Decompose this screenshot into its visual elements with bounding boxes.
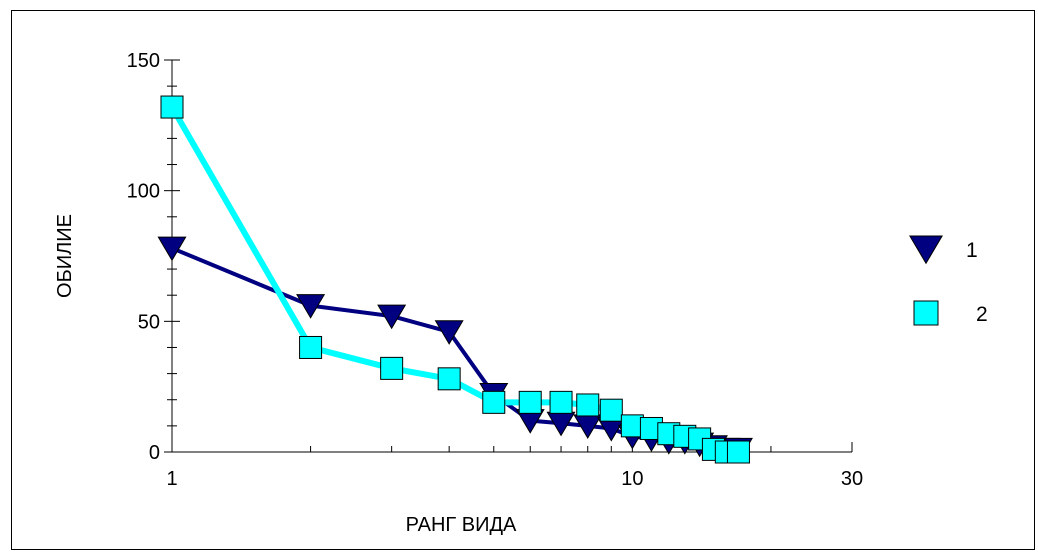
legend-marker-2 (913, 300, 939, 326)
y-tick-label: 50 (138, 311, 160, 333)
series-2-point (726, 440, 750, 464)
series-2-point (299, 335, 323, 359)
y-tick-label: 0 (149, 442, 160, 464)
series-2-point (518, 390, 542, 414)
y-tick-label: 150 (127, 50, 160, 72)
series-2-line (169, 105, 739, 455)
x-axis-title: РАНГ ВИДА (406, 514, 517, 536)
series-2-point (549, 390, 573, 414)
legend-label-1: 1 (966, 239, 978, 262)
series-1-point (434, 320, 464, 345)
axes: 0 50 100 150 1 10 30 (127, 50, 864, 490)
series-1-point (377, 304, 407, 330)
legend: 12 (909, 235, 988, 326)
y-axis-title: ОБИЛИЕ (54, 214, 76, 298)
series-1-point (157, 236, 187, 262)
series-2 (160, 95, 750, 464)
series-2-point (482, 390, 506, 414)
series-1-point (296, 294, 326, 319)
series-2-point (437, 367, 461, 391)
series-2-point (160, 95, 184, 119)
series-2-point (576, 393, 600, 417)
x-tick-label: 10 (621, 468, 643, 490)
legend-label-2: 2 (976, 303, 988, 326)
y-tick-label: 100 (127, 181, 160, 203)
x-tick-label: 30 (841, 468, 863, 490)
series-2-point (599, 398, 623, 422)
series-layer (157, 95, 753, 464)
legend-marker-1 (909, 235, 943, 265)
series-2-point (380, 356, 404, 380)
x-tick-label: 1 (166, 468, 177, 490)
